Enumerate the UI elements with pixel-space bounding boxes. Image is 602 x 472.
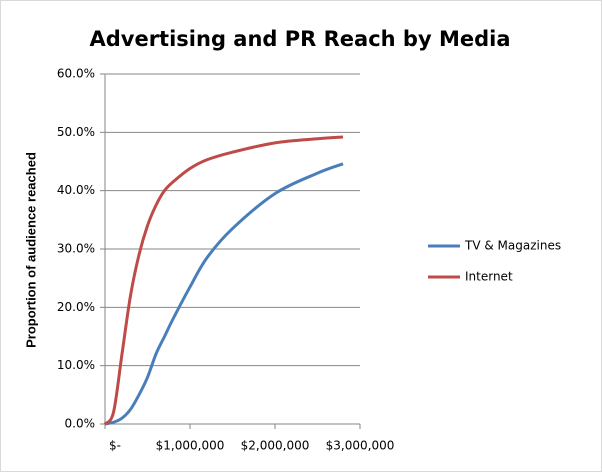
y-tick-label: 30.0% (57, 242, 95, 256)
y-tick-label: 20.0% (57, 300, 95, 314)
x-tick-label: $3,000,000 (326, 439, 395, 453)
series-line (103, 135, 344, 426)
chart-title: Advertising and PR Reach by Media (89, 27, 510, 51)
y-tick-label: 10.0% (57, 358, 95, 372)
series-line (104, 162, 344, 426)
legend-label: TV & Magazines (464, 239, 561, 253)
x-tick-label: $- (109, 439, 121, 453)
y-tick-label: 50.0% (57, 125, 95, 139)
x-tick-label: $2,000,000 (241, 439, 310, 453)
y-tick-label: 40.0% (57, 183, 95, 197)
y-tick-label: 60.0% (57, 67, 95, 81)
y-axis-label: Proportion of audience reached (23, 152, 38, 348)
x-tick-label: $1,000,000 (156, 439, 225, 453)
y-tick-label: 0.0% (65, 417, 96, 431)
legend-label: Internet (465, 270, 513, 284)
